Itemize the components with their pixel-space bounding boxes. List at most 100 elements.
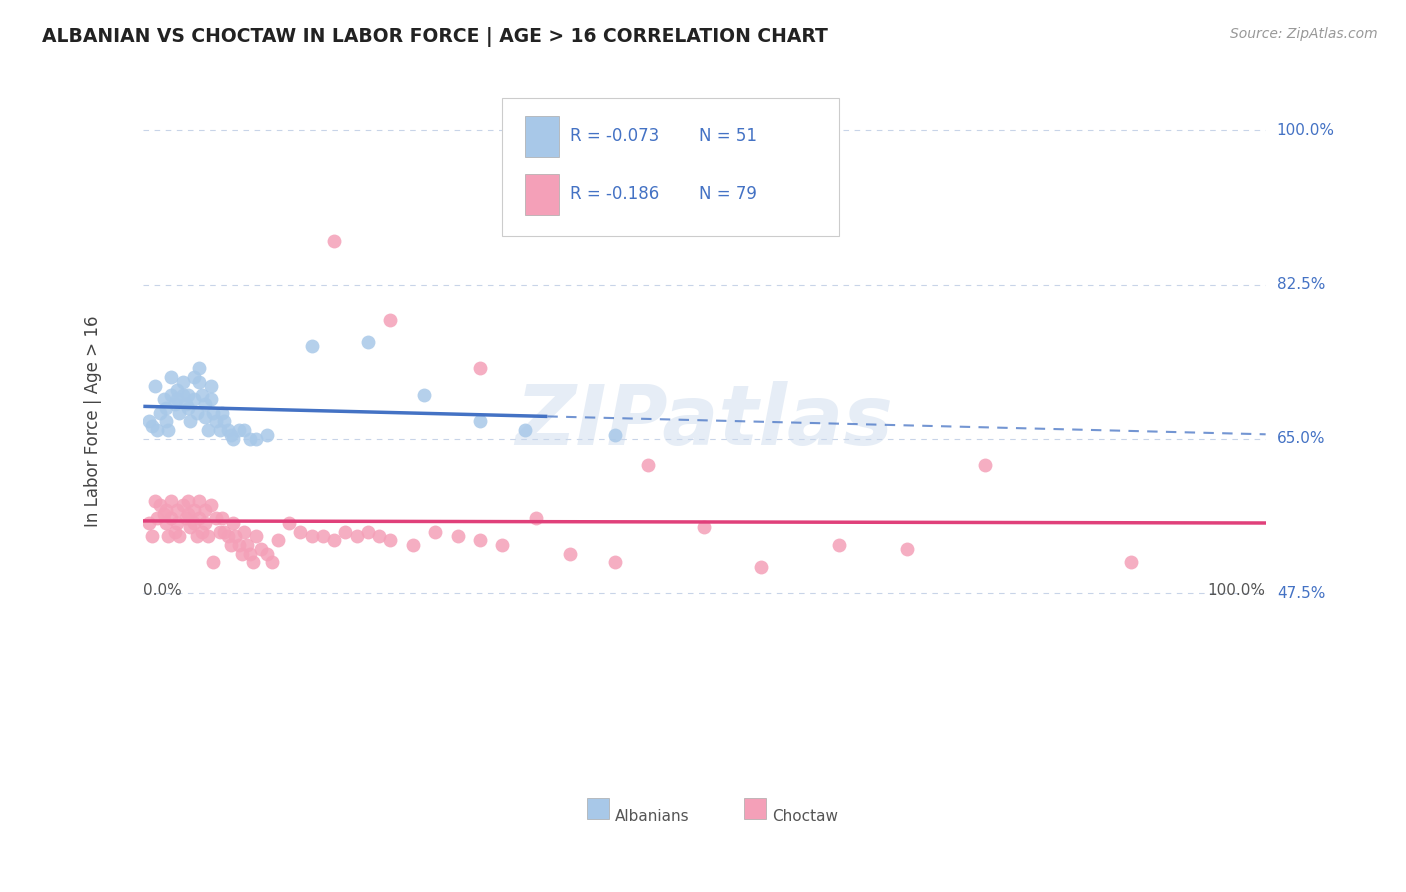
Point — [138, 516, 160, 530]
Point — [524, 511, 547, 525]
Point — [245, 529, 267, 543]
Point — [160, 511, 183, 525]
Point — [468, 414, 491, 428]
Point — [186, 529, 208, 543]
Point — [896, 542, 918, 557]
Point — [163, 524, 186, 539]
Bar — [524, 174, 558, 215]
Point — [194, 502, 217, 516]
Point — [245, 432, 267, 446]
Text: 82.5%: 82.5% — [1277, 277, 1324, 293]
Point — [323, 533, 346, 548]
Point — [155, 502, 177, 516]
Text: ALBANIAN VS CHOCTAW IN LABOR FORCE | AGE > 16 CORRELATION CHART: ALBANIAN VS CHOCTAW IN LABOR FORCE | AGE… — [42, 27, 828, 46]
Text: ZIPatlas: ZIPatlas — [516, 381, 893, 462]
Point — [603, 427, 626, 442]
Point — [186, 405, 208, 419]
Point — [211, 511, 233, 525]
Point — [201, 555, 224, 569]
Point — [149, 498, 172, 512]
Point — [228, 538, 250, 552]
Point — [312, 529, 335, 543]
Point — [160, 388, 183, 402]
Point — [468, 533, 491, 548]
Text: R = -0.186: R = -0.186 — [569, 186, 659, 203]
Point — [172, 375, 194, 389]
Point — [188, 375, 211, 389]
Text: N = 51: N = 51 — [699, 128, 756, 145]
Point — [174, 397, 197, 411]
Point — [197, 423, 219, 437]
Text: 47.5%: 47.5% — [1277, 586, 1324, 601]
Point — [200, 392, 222, 407]
Bar — [586, 798, 609, 819]
Text: 100.0%: 100.0% — [1277, 123, 1334, 138]
Point — [323, 234, 346, 248]
Point — [172, 498, 194, 512]
Point — [174, 511, 197, 525]
Point — [1119, 555, 1142, 569]
Point — [346, 529, 368, 543]
Point — [290, 524, 312, 539]
Point — [212, 414, 235, 428]
Point — [974, 458, 997, 473]
Point — [301, 529, 323, 543]
Point — [138, 414, 160, 428]
Point — [183, 370, 205, 384]
Point — [179, 520, 201, 534]
Point — [368, 529, 391, 543]
Text: Choctaw: Choctaw — [772, 808, 838, 823]
Point — [179, 414, 201, 428]
Bar — [744, 798, 766, 819]
Point — [149, 405, 172, 419]
Point — [177, 388, 200, 402]
Point — [141, 529, 163, 543]
Point — [143, 379, 166, 393]
Point — [183, 516, 205, 530]
Point — [200, 498, 222, 512]
Point — [335, 524, 357, 539]
Point — [155, 414, 177, 428]
Point — [491, 538, 513, 552]
Point — [222, 432, 245, 446]
Point — [301, 339, 323, 353]
Point — [235, 538, 257, 552]
Point — [155, 401, 177, 416]
Point — [693, 520, 716, 534]
Point — [163, 397, 186, 411]
Point — [217, 423, 239, 437]
Point — [194, 397, 217, 411]
Point — [233, 524, 256, 539]
Point — [749, 559, 772, 574]
Point — [208, 423, 231, 437]
Point — [828, 538, 851, 552]
Point — [357, 334, 380, 349]
Text: R = -0.073: R = -0.073 — [569, 128, 659, 145]
Point — [177, 507, 200, 521]
Point — [188, 361, 211, 376]
Point — [233, 423, 256, 437]
Point — [190, 524, 212, 539]
Text: N = 79: N = 79 — [699, 186, 756, 203]
Point — [267, 533, 290, 548]
Point — [167, 529, 190, 543]
Point — [211, 405, 233, 419]
Point — [166, 392, 188, 407]
Point — [194, 516, 217, 530]
Point — [402, 538, 425, 552]
Point — [446, 529, 468, 543]
Point — [380, 313, 402, 327]
Point — [357, 524, 380, 539]
Point — [239, 547, 262, 561]
Text: Albanians: Albanians — [614, 808, 689, 823]
Point — [166, 516, 188, 530]
Point — [200, 379, 222, 393]
Point — [513, 423, 536, 437]
FancyBboxPatch shape — [502, 98, 839, 235]
Point — [228, 423, 250, 437]
Point — [197, 529, 219, 543]
Text: 100.0%: 100.0% — [1208, 583, 1265, 598]
Point — [413, 388, 436, 402]
Point — [208, 524, 231, 539]
Text: Source: ZipAtlas.com: Source: ZipAtlas.com — [1230, 27, 1378, 41]
